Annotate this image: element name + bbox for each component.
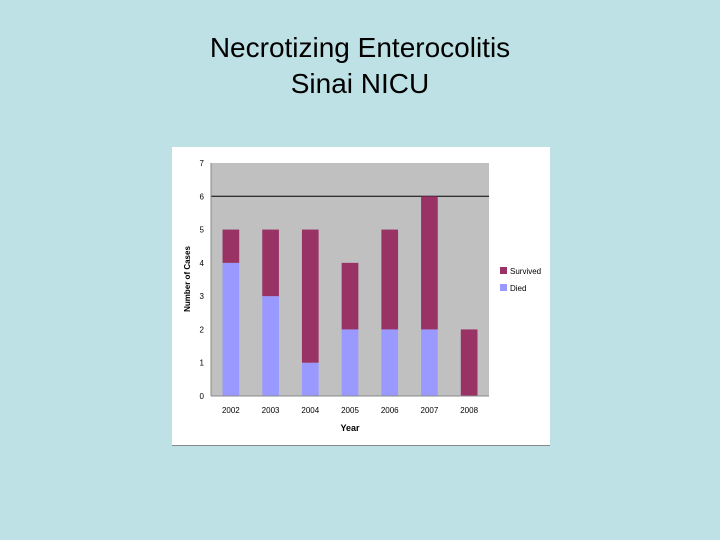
bar-segment-survived-2007 (421, 196, 438, 330)
bar-segment-died-2005 (341, 329, 359, 396)
bars (222, 196, 478, 396)
y-tick-label: 2 (200, 325, 205, 334)
bar-chart: 0 1 2 3 4 5 6 7 2002 2003 2004 2005 2006 2007 2008 Ye… (183, 159, 541, 433)
bar-segment-died-2003 (262, 296, 279, 396)
y-tick-label: 5 (200, 226, 205, 235)
bar-segment-survived-2004 (301, 229, 319, 363)
bar-segment-survived-2005 (341, 262, 359, 330)
x-axis-label: Year (340, 423, 360, 433)
y-axis-label: Number of Cases (183, 246, 192, 312)
chart-panel: 0 1 2 3 4 5 6 7 2002 2003 2004 2005 2006 2007 2008 Ye… (172, 147, 550, 446)
legend-swatch-survived (500, 267, 507, 274)
y-tick-label: 6 (200, 192, 205, 201)
x-tick-label: 2007 (421, 406, 439, 415)
title-line-2: Sinai NICU (290, 68, 430, 99)
slide-title: Necrotizing Enterocolitis Sinai NICU (0, 30, 720, 102)
x-tick-label: 2003 (262, 406, 280, 415)
x-tick-label: 2002 (222, 406, 240, 415)
bar-segment-died-2004 (301, 362, 319, 396)
y-tick-labels: 0 1 2 3 4 5 6 7 (200, 159, 205, 401)
y-tick-label: 0 (200, 392, 205, 401)
y-tick-label: 7 (200, 159, 205, 168)
x-tick-label: 2004 (301, 406, 319, 415)
title-line-1: Necrotizing Enterocolitis (209, 32, 511, 63)
x-tick-label: 2005 (341, 406, 359, 415)
bar-segment-died-2002 (222, 262, 240, 396)
bar-segment-survived-2006 (381, 229, 399, 330)
y-tick-label: 3 (200, 292, 205, 301)
bar-segment-survived-2008 (460, 329, 478, 396)
x-tick-label: 2006 (381, 406, 399, 415)
legend-label-survived: Survived (510, 267, 541, 276)
bar-segment-died-2007 (421, 329, 438, 396)
legend-label-died: Died (510, 284, 526, 293)
y-tick-label: 4 (200, 259, 205, 268)
x-tick-labels: 2002 2003 2004 2005 2006 2007 2008 (222, 406, 479, 415)
legend-swatch-died (500, 284, 507, 291)
bar-segment-died-2006 (381, 329, 399, 396)
legend: Survived Died (500, 267, 541, 293)
x-tick-label: 2008 (460, 406, 478, 415)
y-tick-label: 1 (200, 359, 205, 368)
bar-segment-survived-2003 (262, 229, 279, 297)
bar-segment-survived-2002 (222, 229, 240, 263)
